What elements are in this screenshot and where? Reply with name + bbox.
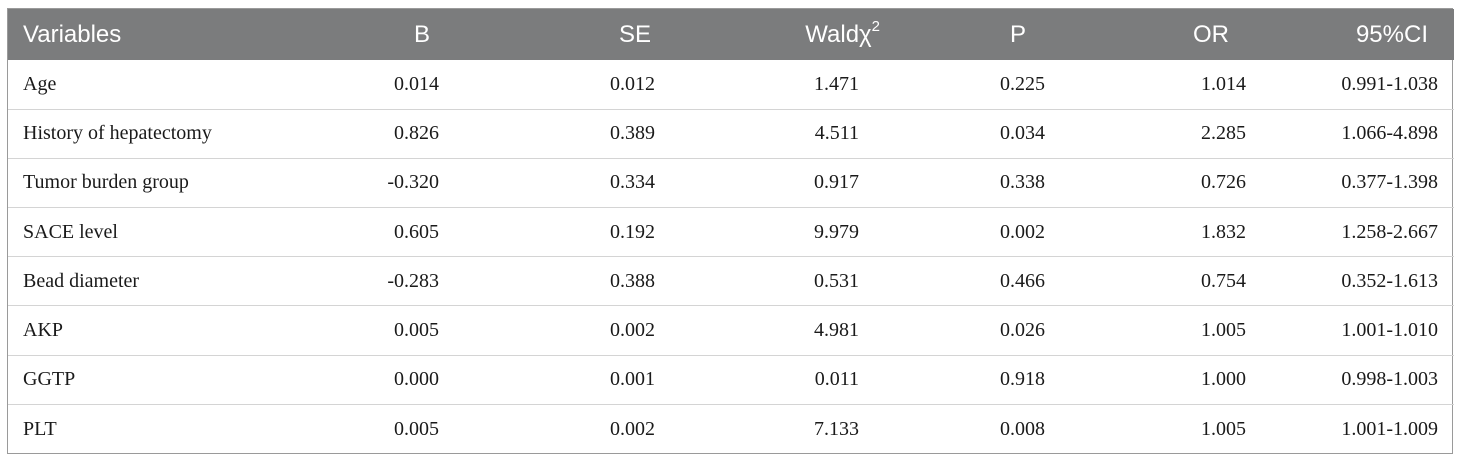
- cell-se: 0.388: [610, 269, 655, 292]
- cell-ci: 0.352-1.613: [1341, 269, 1438, 292]
- cell-or: 0.726: [1201, 171, 1246, 194]
- header-row: Variables B SE Waldχ2 P OR 95%CI: [8, 9, 1454, 60]
- cell-or: 0.754: [1201, 269, 1246, 292]
- cell-b: 0.014: [394, 72, 439, 95]
- cell-variable: AKP: [23, 319, 64, 342]
- cell-or: 1.014: [1201, 72, 1246, 95]
- cell-se: 0.002: [610, 319, 655, 342]
- header-p: P: [1009, 20, 1026, 48]
- header-ci: 95%CI: [1355, 20, 1428, 48]
- header-variables: Variables: [23, 20, 122, 48]
- cell-se: 0.192: [610, 220, 655, 243]
- table-body: Age 0.014 0.012 1.471 0.225 1.014 0.991-1.038 H…: [8, 60, 1454, 454]
- header-wald-superscript: 2: [871, 17, 880, 35]
- cell-p: 0.034: [1000, 122, 1045, 145]
- cell-or: 1.000: [1201, 368, 1246, 391]
- cell-ci: 0.998-1.003: [1341, 368, 1438, 391]
- table-row: History of hepatectomy 0.826 0.389 4.511 0.0…: [8, 109, 1454, 159]
- cell-wald: 9.979: [814, 220, 859, 243]
- cell-ci: 0.377-1.398: [1341, 171, 1438, 194]
- cell-variable: Age: [23, 72, 57, 95]
- cell-se: 0.334: [610, 171, 655, 194]
- table-row: Bead diameter -0.283 0.388 0.531 0.466 0.754 0…: [8, 257, 1454, 306]
- table-row: AKP 0.005 0.002 4.981 0.026 1.005 1.001-1.010: [8, 306, 1454, 356]
- cell-p: 0.225: [1000, 72, 1045, 95]
- cell-wald: 7.133: [814, 417, 859, 440]
- table-row: Age 0.014 0.012 1.471 0.225 1.014 0.991-1.038: [8, 60, 1454, 110]
- cell-wald: 4.981: [814, 319, 859, 342]
- cell-b: 0.000: [394, 368, 439, 391]
- cell-variable: SACE level: [23, 220, 118, 243]
- cell-variable: History of hepatectomy: [23, 122, 212, 145]
- cell-or: 2.285: [1201, 122, 1246, 145]
- cell-ci: 1.066-4.898: [1341, 122, 1438, 145]
- cell-p: 0.026: [1000, 319, 1045, 342]
- cell-p: 0.002: [1000, 220, 1045, 243]
- table-row: SACE level 0.605 0.192 9.979 0.002 1.832 1.258…: [8, 208, 1454, 257]
- cell-p: 0.918: [1000, 368, 1045, 391]
- cell-ci: 1.258-2.667: [1341, 220, 1438, 243]
- cell-b: 0.826: [394, 122, 439, 145]
- regression-table-frame: Variables B SE Waldχ2 P OR 95%CI Age 0.01…: [7, 8, 1454, 454]
- cell-se: 0.389: [610, 122, 655, 145]
- table-header: Variables B SE Waldχ2 P OR 95%CI: [8, 9, 1454, 60]
- cell-or: 1.832: [1201, 220, 1246, 243]
- cell-wald: 0.917: [814, 171, 859, 194]
- cell-wald: 0.531: [814, 269, 859, 292]
- cell-se: 0.002: [610, 417, 655, 440]
- table-row: GGTP 0.000 0.001 0.011 0.918 1.000 0.998-1.003: [8, 355, 1454, 405]
- cell-se: 0.012: [610, 72, 655, 95]
- regression-table: Variables B SE Waldχ2 P OR 95%CI Age 0.01…: [8, 9, 1454, 454]
- cell-wald: 4.511: [814, 122, 859, 145]
- cell-or: 1.005: [1201, 417, 1246, 440]
- table-row: Tumor burden group -0.320 0.334 0.917 0.338 0…: [8, 158, 1454, 208]
- cell-b: 0.605: [394, 220, 439, 243]
- cell-ci: 1.001-1.009: [1341, 417, 1438, 440]
- cell-p: 0.466: [1000, 269, 1045, 292]
- cell-b: 0.005: [394, 417, 439, 440]
- cell-or: 1.005: [1201, 319, 1246, 342]
- cell-variable: PLT: [23, 417, 57, 440]
- header-or: OR: [1193, 20, 1229, 48]
- cell-wald: 0.011: [814, 368, 859, 391]
- cell-ci: 1.001-1.010: [1341, 319, 1438, 342]
- cell-variable: Tumor burden group: [23, 171, 189, 194]
- cell-b: 0.005: [394, 319, 439, 342]
- table-row: PLT 0.005 0.002 7.133 0.008 1.005 1.001-1.009: [8, 404, 1454, 453]
- cell-p: 0.008: [1000, 417, 1045, 440]
- header-wald: Waldχ2: [693, 9, 963, 60]
- cell-variable: Bead diameter: [23, 269, 140, 292]
- cell-ci: 0.991-1.038: [1341, 72, 1438, 95]
- header-wald-label: Waldχ: [805, 20, 872, 48]
- cell-b: -0.283: [387, 269, 439, 292]
- cell-wald: 1.471: [814, 72, 859, 95]
- cell-se: 0.001: [610, 368, 655, 391]
- header-b: B: [413, 20, 430, 48]
- cell-p: 0.338: [1000, 171, 1045, 194]
- cell-b: -0.320: [387, 171, 439, 194]
- cell-variable: GGTP: [23, 368, 76, 391]
- header-se: SE: [618, 20, 651, 48]
